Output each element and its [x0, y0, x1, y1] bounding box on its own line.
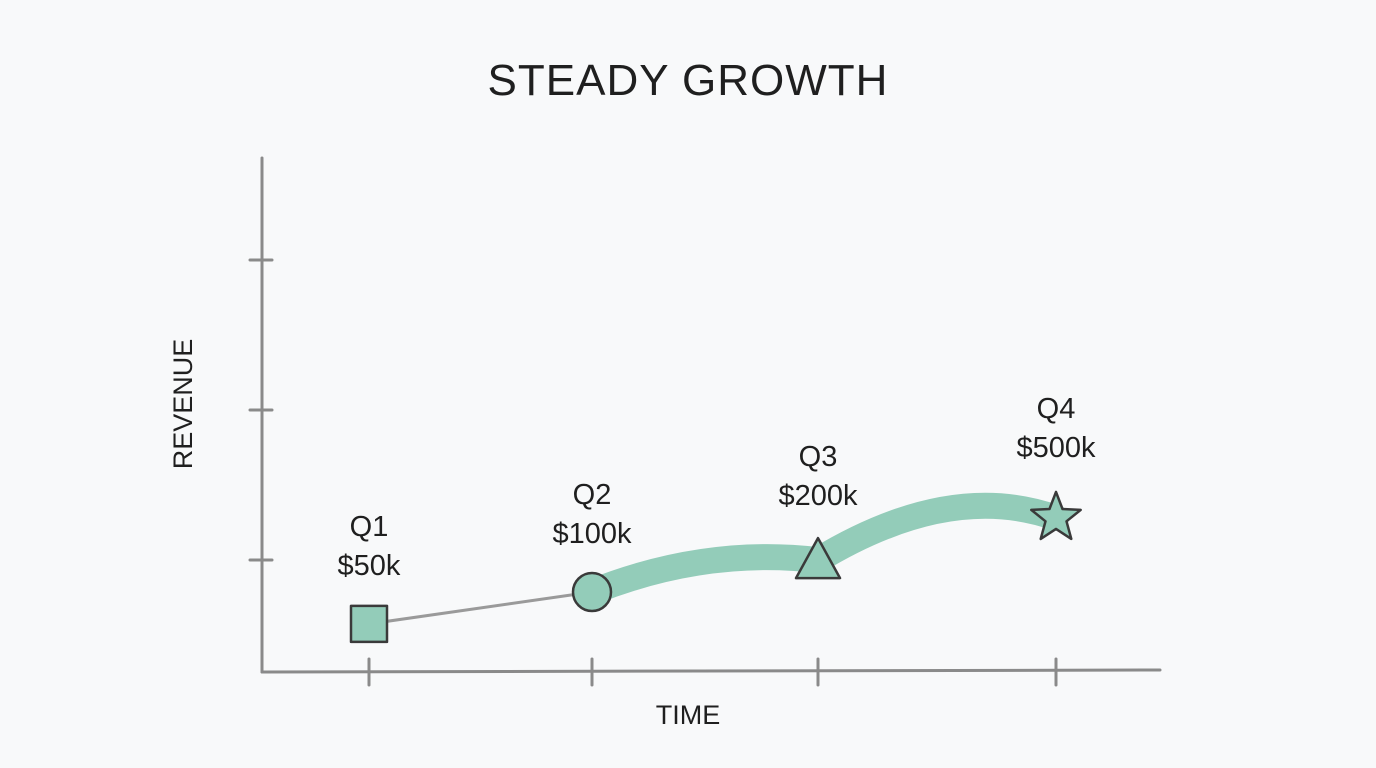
point-label-q1-category: Q1	[350, 511, 389, 543]
point-label-layer: Q1 $50k Q2 $100k Q3 $200k Q4 $500k	[338, 393, 1096, 582]
point-label-q3-category: Q3	[799, 441, 838, 473]
data-point-q1-square	[349, 604, 389, 644]
point-label-q2-category: Q2	[573, 479, 612, 511]
data-point-q4-star	[1030, 490, 1082, 541]
data-point-q3-triangle	[794, 536, 842, 580]
series-layer	[367, 492, 1069, 626]
x-axis-line	[260, 668, 1162, 674]
y-axis-ticks	[248, 258, 274, 562]
chart-title: STEADY GROWTH	[487, 56, 889, 105]
series-segment-q1-q2	[367, 590, 594, 626]
point-label-q2-value: $100k	[552, 518, 632, 550]
point-label-q1-value: $50k	[338, 550, 401, 582]
point-label-q4-category: Q4	[1037, 393, 1076, 425]
y-axis-label: REVENUE	[168, 339, 198, 470]
marker-layer	[349, 490, 1082, 644]
point-label-q3-value: $200k	[778, 480, 858, 512]
x-axis-ticks	[367, 657, 1058, 687]
data-point-q2-circle	[571, 571, 613, 613]
x-axis-label: TIME	[656, 700, 721, 730]
point-label-q4-value: $500k	[1016, 432, 1096, 464]
